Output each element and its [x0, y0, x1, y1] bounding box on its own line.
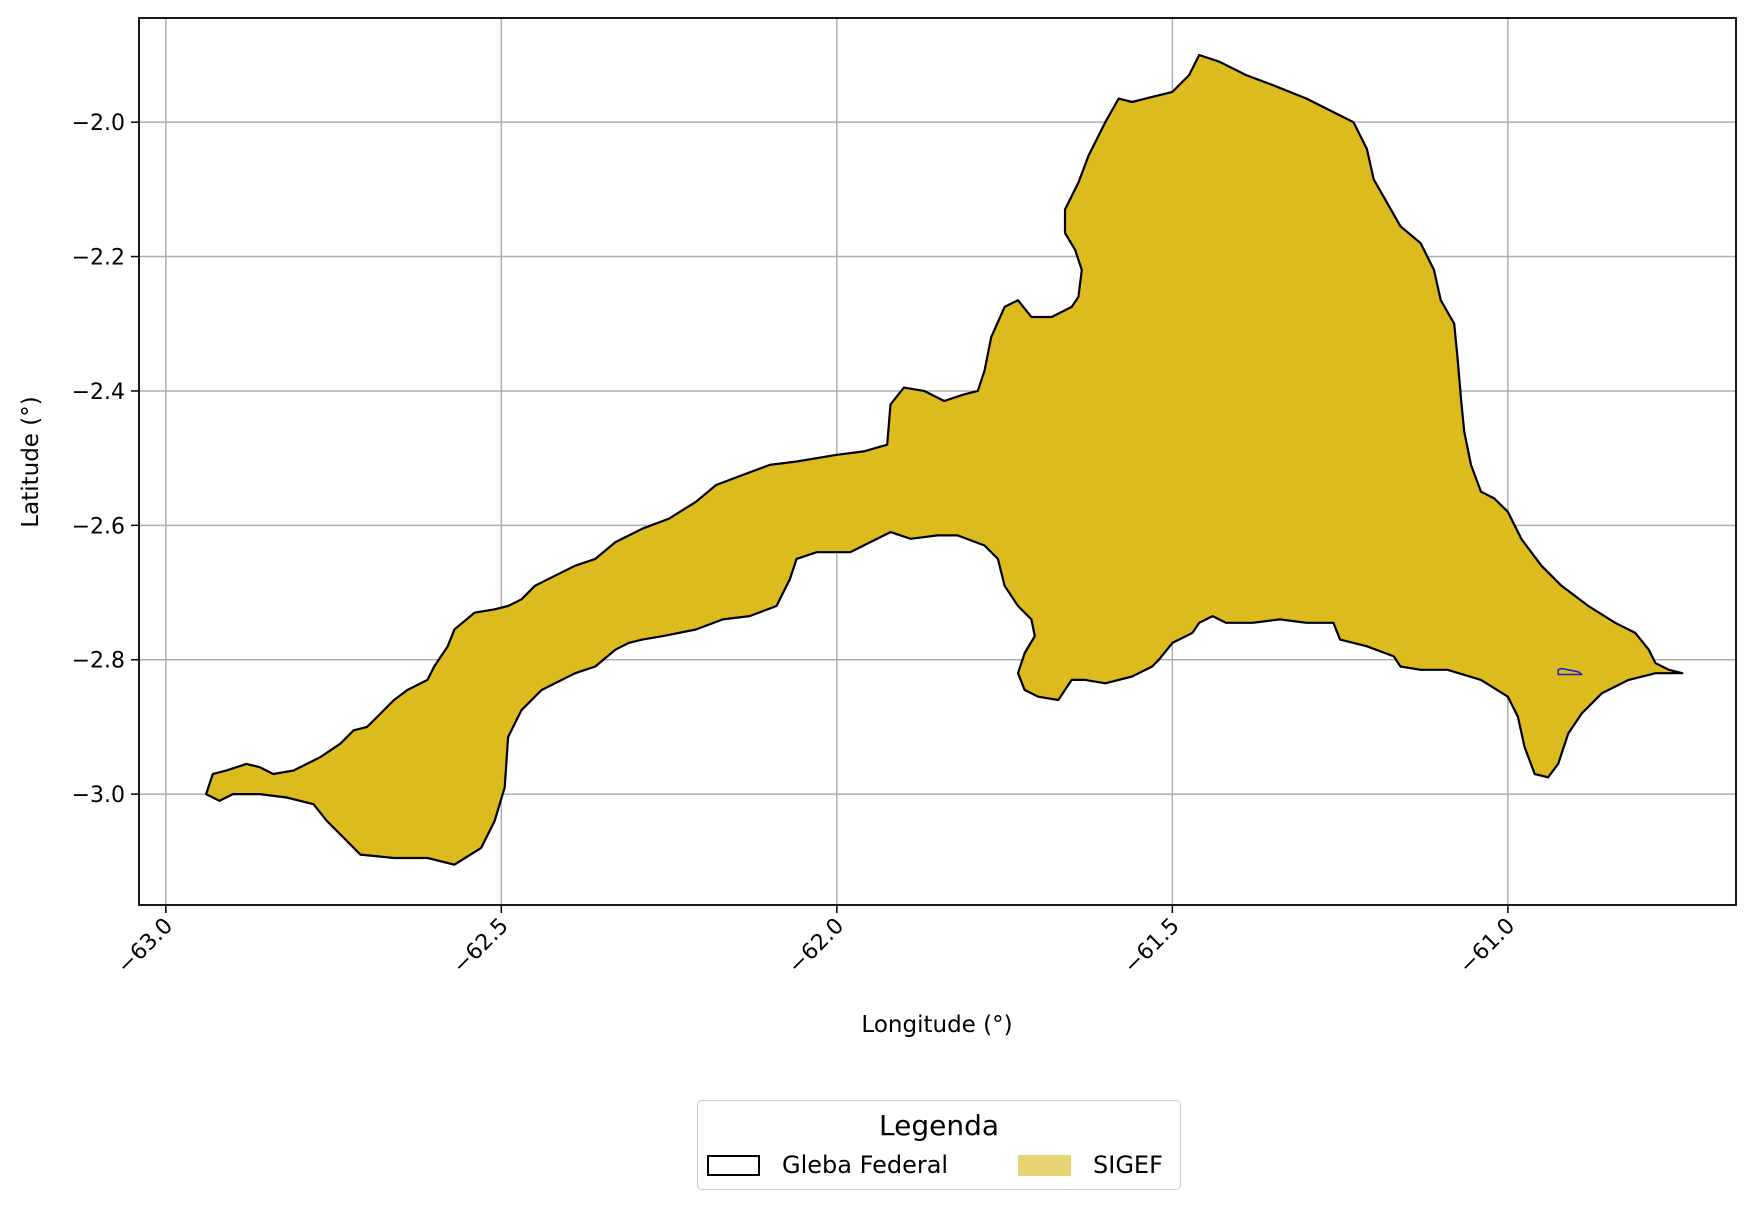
legend-title: Legenda	[878, 1109, 999, 1142]
y-tick-label-0: −2.0	[72, 111, 125, 136]
legend-swatch-fill	[1018, 1154, 1071, 1176]
y-tick-label-4: −2.8	[72, 649, 125, 674]
x-tick-label-2: −62.0	[784, 914, 849, 979]
legend: Legenda Gleba Federal SIGEF	[697, 1100, 1181, 1190]
legend-item-gleba-federal: Gleba Federal	[707, 1151, 948, 1179]
y-tick-label-2: −2.4	[72, 380, 125, 405]
x-tick-label-4: −61.0	[1455, 914, 1520, 979]
legend-item-sigef: SIGEF	[1018, 1151, 1163, 1179]
region-small-feature	[1557, 667, 1583, 676]
x-axis-label: Longitude (°)	[861, 1012, 1012, 1038]
region-gleba-federal	[205, 53, 1684, 866]
y-tick-label-3: −2.6	[72, 514, 125, 539]
x-tick-label-3: −61.5	[1119, 914, 1184, 979]
plot-frame	[138, 17, 1737, 906]
y-axis-label: Latitude (°)	[18, 396, 44, 527]
legend-label-sigef: SIGEF	[1093, 1151, 1163, 1179]
legend-swatch-outline	[707, 1154, 760, 1176]
x-tick-label-0: −63.0	[113, 914, 178, 979]
map-regions	[205, 53, 1684, 866]
y-tick-label-5: −3.0	[72, 783, 125, 808]
x-tick-label-1: −62.5	[448, 914, 513, 979]
legend-label-gleba-federal: Gleba Federal	[782, 1151, 949, 1179]
y-tick-label-1: −2.2	[72, 246, 125, 271]
